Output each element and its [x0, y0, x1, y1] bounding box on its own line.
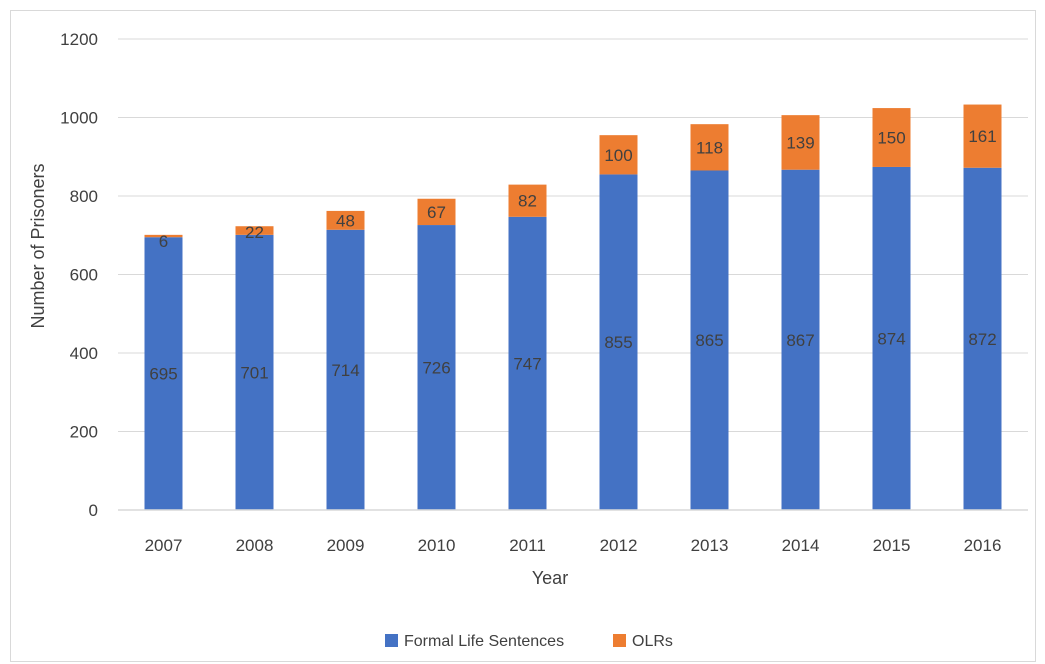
bar-olrs [781, 115, 820, 170]
y-tick-label: 400 [70, 344, 98, 363]
bar-formal-life-sentences [690, 170, 729, 511]
x-tick-label: 2008 [236, 536, 274, 555]
y-tick-labels: 0 200 400 600 800 1000 1200 [60, 30, 98, 520]
data-label: 874 [877, 329, 905, 348]
x-tick-labels: 2007 2008 2009 2010 2011 2012 2013 2014 2015 2016 [145, 536, 1002, 555]
legend-swatch-formal-life-sentences [385, 634, 398, 647]
bar-olrs [235, 226, 274, 235]
data-label: 6 [159, 232, 168, 251]
legend-label-olrs: OLRs [632, 633, 673, 650]
bar-formal-life-sentences [872, 166, 911, 510]
y-tick-label: 1200 [60, 30, 98, 49]
y-tick-label: 200 [70, 423, 98, 442]
data-label: 139 [786, 133, 814, 152]
y-axis-title: Number of Prisoners [28, 163, 48, 328]
bar-olrs [508, 184, 547, 217]
x-tick-label: 2011 [509, 536, 546, 555]
x-tick-label: 2012 [600, 536, 638, 555]
y-tick-label: 1000 [60, 109, 98, 128]
y-tick-label: 0 [89, 501, 98, 520]
x-tick-label: 2010 [418, 536, 456, 555]
x-tick-label: 2007 [145, 536, 183, 555]
bar-olrs [599, 135, 638, 175]
data-label: 118 [696, 138, 723, 157]
bar-olrs [872, 108, 911, 167]
data-label: 22 [245, 223, 264, 242]
bar-formal-life-sentences [963, 167, 1002, 511]
data-label: 714 [331, 361, 359, 380]
bar-olrs [963, 104, 1002, 168]
bar-formal-life-sentences [144, 237, 183, 510]
x-tick-label: 2014 [782, 536, 820, 555]
legend: Formal Life Sentences OLRs [385, 633, 673, 650]
x-tick-label: 2013 [691, 536, 729, 555]
data-label: 865 [695, 331, 723, 350]
data-label: 867 [786, 331, 814, 350]
data-label: 695 [149, 365, 177, 384]
bars [144, 104, 1002, 511]
bar-olrs [690, 124, 729, 171]
data-labels: 695 6 701 22 714 48 726 67 747 82 855 100 865 118 867 1… [149, 127, 996, 383]
data-label: 100 [604, 146, 632, 165]
bar-olrs [326, 210, 365, 230]
data-label: 48 [336, 211, 355, 230]
y-tick-label: 600 [70, 266, 98, 285]
data-label: 872 [968, 330, 996, 349]
data-label: 82 [518, 192, 537, 211]
bar-formal-life-sentences [235, 234, 274, 511]
bar-olrs [144, 234, 183, 238]
data-label: 67 [427, 203, 446, 222]
data-label: 701 [240, 363, 268, 382]
bar-olrs [417, 198, 456, 226]
data-label: 747 [513, 354, 541, 373]
legend-label-formal-life-sentences: Formal Life Sentences [404, 633, 564, 650]
data-label: 726 [422, 359, 450, 378]
x-tick-label: 2015 [873, 536, 911, 555]
bar-formal-life-sentences [417, 225, 456, 511]
bar-formal-life-sentences [599, 174, 638, 510]
x-axis-title: Year [532, 568, 568, 588]
bar-formal-life-sentences [508, 216, 547, 511]
x-tick-label: 2016 [964, 536, 1002, 555]
data-label: 161 [968, 127, 996, 146]
legend-swatch-olrs [613, 634, 626, 647]
bar-formal-life-sentences [326, 229, 365, 510]
bar-formal-life-sentences [781, 169, 820, 510]
y-tick-label: 800 [70, 187, 98, 206]
data-label: 150 [877, 129, 905, 148]
data-label: 855 [604, 333, 632, 352]
x-tick-label: 2009 [327, 536, 365, 555]
